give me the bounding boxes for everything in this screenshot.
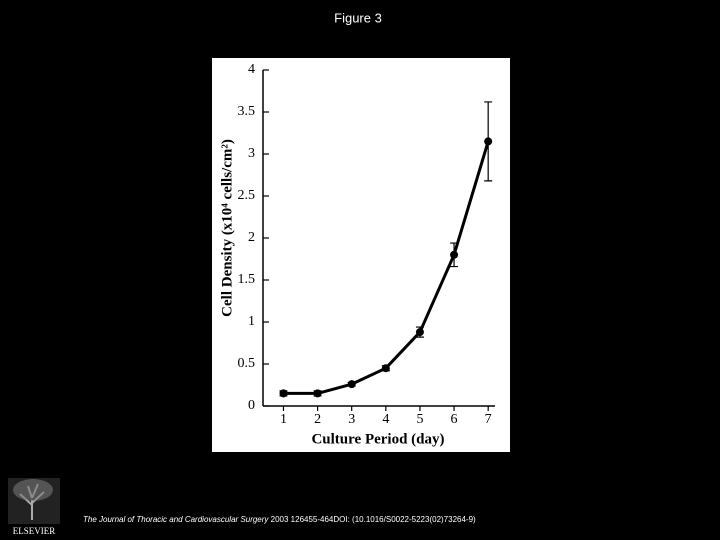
data-point <box>279 389 288 398</box>
x-tick-label: 7 <box>485 412 492 427</box>
footer-journal: The Journal of Thoracic and Cardiovascul… <box>83 515 269 524</box>
y-tick-label: 3.5 <box>238 104 256 119</box>
x-tick-label: 4 <box>382 412 389 427</box>
y-tick-label: 1.5 <box>238 272 256 287</box>
footer-citation: 2003 126455-464DOI: (10.1016/S0022-5223(… <box>271 515 476 524</box>
footer: The Journal of Thoracic and Cardiovascul… <box>83 515 476 524</box>
logo-text: ELSEVIER <box>13 526 56 536</box>
x-tick-label: 5 <box>416 412 423 427</box>
x-tick-label: 6 <box>451 412 458 427</box>
data-point <box>415 328 424 337</box>
y-tick-label: 0 <box>248 398 255 413</box>
y-tick-label: 2 <box>248 230 255 245</box>
data-point <box>450 250 459 259</box>
data-point <box>484 137 493 146</box>
slide-title: Figure 3 <box>334 10 382 25</box>
y-tick-label: 4 <box>248 62 255 77</box>
y-tick-label: 2.5 <box>238 188 256 203</box>
x-tick-label: 2 <box>314 412 321 427</box>
y-axis-label: Cell Density (x10⁴ cells/cm²) <box>219 139 235 317</box>
figure-panel <box>212 58 510 452</box>
x-tick-label: 1 <box>280 412 287 427</box>
x-tick-label: 3 <box>348 412 355 427</box>
elsevier-logo: ELSEVIER <box>8 478 60 536</box>
logo-canopy <box>13 479 53 501</box>
data-point <box>381 364 390 373</box>
y-tick-label: 0.5 <box>238 356 256 371</box>
data-point <box>347 380 356 389</box>
data-point <box>313 389 322 398</box>
y-tick-label: 1 <box>248 314 255 329</box>
x-axis-label: Culture Period (day) <box>311 431 444 447</box>
y-tick-label: 3 <box>248 146 255 161</box>
